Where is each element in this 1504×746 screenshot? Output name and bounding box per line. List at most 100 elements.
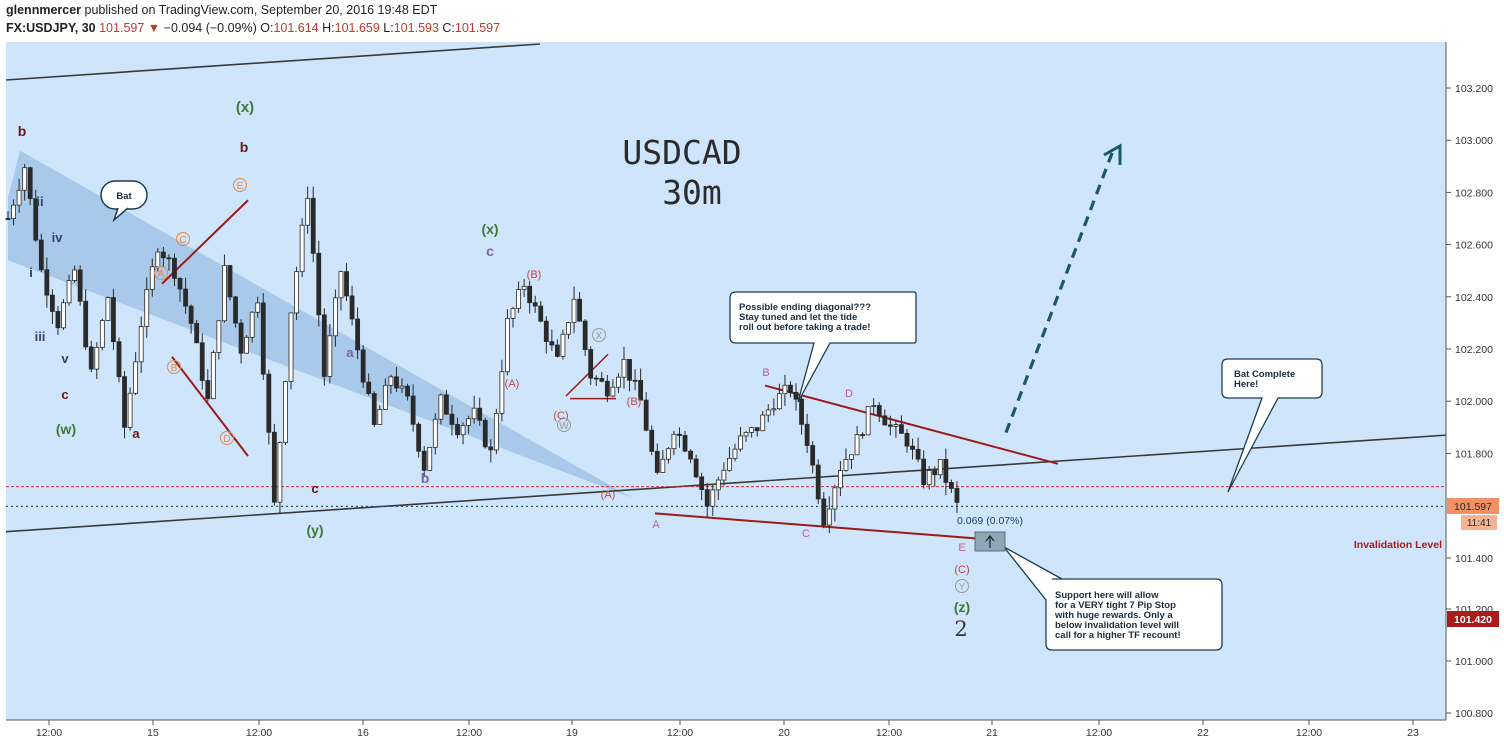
candle-body [566, 322, 571, 335]
candle-body [55, 311, 61, 329]
candle-body [316, 252, 322, 316]
wave-label: X [596, 331, 603, 342]
candle-body [460, 424, 466, 436]
open-label: O: [260, 21, 274, 35]
support-callout[interactable]: Support here will allow for a VERY tight… [1003, 546, 1223, 651]
candle-body [410, 395, 416, 425]
candle-body [493, 413, 499, 451]
candle-body [665, 448, 671, 460]
candle-body [788, 384, 793, 393]
candle-body [577, 298, 582, 322]
candle-body [338, 271, 344, 299]
bat-callout-text: Bat [116, 191, 132, 202]
candle-body [915, 448, 921, 460]
candle-body [527, 285, 533, 304]
symbol-label[interactable]: FX:USDJPY, 30 [6, 21, 96, 35]
candle-body [94, 346, 100, 370]
y-tick-label: 102.800 [1455, 187, 1493, 199]
y-tick-label: 102.600 [1455, 240, 1493, 252]
last-price-badge-text: 101.597 [1454, 501, 1492, 513]
low-value: 101.593 [393, 21, 439, 35]
candle-body [582, 320, 588, 350]
candle-body [516, 289, 521, 309]
candle-body [371, 393, 377, 425]
candle-body [305, 197, 311, 226]
candle-body [782, 384, 788, 395]
lower-trendline [5, 434, 1447, 533]
candle-body [926, 470, 932, 485]
wave-label: c [486, 243, 494, 259]
wave-label-circle [167, 360, 181, 374]
wave-label: (B) [527, 269, 542, 281]
wave-label: (z) [954, 599, 970, 615]
x-tick-label: 22 [1197, 727, 1209, 739]
candle-body [455, 424, 460, 436]
wave-label: (w) [56, 421, 76, 437]
wave-label: E [958, 542, 965, 554]
candle-body [233, 296, 238, 324]
candle-body [83, 300, 89, 348]
wave-label-circle [220, 431, 234, 445]
y-tick-label: 100.800 [1455, 708, 1493, 720]
time-axis[interactable] [0, 720, 1504, 746]
price-axis[interactable] [1446, 42, 1504, 720]
y-tick-label: 101.800 [1455, 448, 1493, 460]
wave-label: iv [52, 230, 64, 245]
candle-body [321, 314, 327, 377]
wave-label: ii [36, 194, 43, 209]
measure-tool[interactable]: 0.069 (0.07%) [957, 515, 1023, 552]
candle-body [749, 427, 755, 433]
candle-body [760, 414, 766, 432]
bat-complete-callout[interactable]: Bat Complete Here! [1221, 358, 1323, 493]
wave-label: D [845, 388, 853, 400]
header-publisher-line: glennmercer published on TradingView.com… [6, 3, 437, 17]
wave-label: A [158, 269, 165, 280]
bat-complete-line-1: Bat Complete [1234, 369, 1295, 380]
wave-label: i [29, 265, 33, 280]
candle-body [249, 311, 255, 338]
bat-callout[interactable]: Bat [100, 180, 148, 223]
close-value: 101.597 [454, 21, 501, 35]
wave-label: (y) [306, 522, 323, 538]
candle-body [22, 167, 28, 191]
candle-body [948, 482, 954, 489]
candle-body [616, 376, 621, 388]
candle-body [543, 320, 549, 342]
wave-label: E [237, 181, 244, 192]
x-tick-label: 21 [986, 727, 998, 739]
candle-body [671, 433, 677, 450]
wave-label: Y [959, 582, 966, 593]
candle-body [560, 333, 566, 357]
candle-body [932, 470, 938, 476]
candle-body [593, 377, 599, 380]
wave-label: A [652, 519, 660, 531]
candle-body [255, 302, 261, 313]
wave-label: D [223, 434, 230, 445]
support-line-2: for a VERY tight 7 Pip Stop [1055, 600, 1176, 611]
candle-body [549, 341, 555, 346]
wave-label-circle [955, 579, 969, 593]
candle-body [116, 341, 122, 378]
candle-body [654, 450, 660, 473]
candle-body [599, 377, 605, 382]
wave-label: B [762, 367, 769, 379]
candle-body [704, 489, 710, 507]
open-value: 101.614 [273, 21, 319, 35]
candle-body [327, 335, 333, 377]
candle-body [222, 265, 227, 322]
candle-body [571, 298, 577, 323]
publisher-name[interactable]: glennmercer [6, 3, 82, 17]
candle-body [394, 376, 399, 389]
ending-diagonal-callout[interactable]: Possible ending diagonal??? Stay tuned a… [729, 291, 917, 403]
price-change: −0.094 (−0.09%) [163, 21, 257, 35]
support-line-5: call for a higher TF recount! [1055, 630, 1181, 641]
candle-body [899, 424, 904, 434]
last-price-badge: 101.597 11:41 [1447, 498, 1499, 530]
candle-body [510, 308, 516, 319]
candle-body [799, 398, 804, 425]
candle-body [715, 479, 721, 491]
candle-body [554, 344, 560, 357]
candle-body [499, 371, 505, 414]
x-tick-label: 19 [566, 727, 578, 739]
